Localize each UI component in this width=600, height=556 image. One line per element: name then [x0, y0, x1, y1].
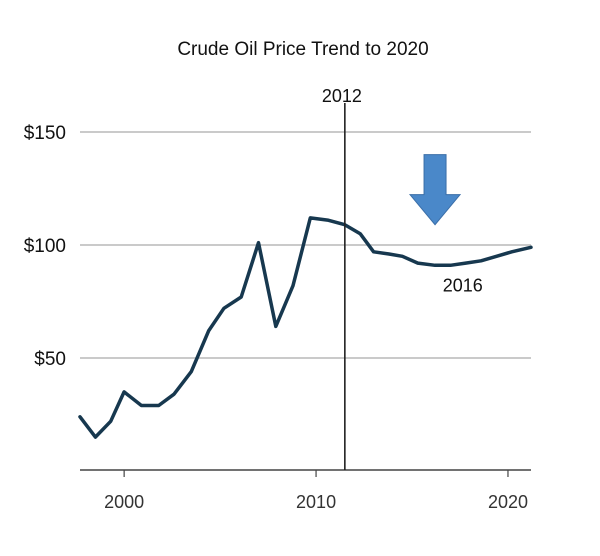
data-point: [373, 251, 375, 253]
x-tick-labels: 2000 2010 2020: [104, 492, 528, 512]
data-point: [79, 416, 81, 418]
data-point: [190, 370, 192, 373]
down-arrow-icon: [408, 154, 462, 226]
data-point: [495, 255, 498, 257]
data-point: [326, 219, 329, 221]
chart-title: Crude Oil Price Trend to 2020: [177, 39, 428, 60]
data-point: [465, 262, 467, 264]
data-point: [309, 217, 311, 219]
data-point: [257, 242, 260, 244]
gridlines: [80, 131, 531, 359]
x-tick-label-2010: 2010: [296, 492, 336, 512]
data-point: [110, 420, 112, 422]
annotations: 2016: [443, 276, 483, 296]
data-point: [511, 251, 513, 253]
data-point: [449, 264, 451, 266]
series-layer: [78, 216, 533, 439]
vline-label: 2012: [322, 86, 362, 106]
data-point: [434, 264, 436, 266]
data-point: [94, 436, 96, 438]
x-tick-label-2020: 2020: [488, 492, 528, 512]
y-tick-label-150: $150: [24, 123, 66, 144]
data-point: [417, 262, 419, 264]
arrow-annotation: [408, 154, 462, 226]
y-tick-labels: $50 $100 $150: [24, 123, 66, 370]
data-point: [173, 393, 175, 395]
data-point: [140, 404, 143, 407]
annotation-2016: 2016: [443, 276, 483, 296]
x-axis: [80, 469, 531, 477]
data-point: [480, 260, 482, 262]
data-point: [292, 285, 294, 287]
data-point: [388, 253, 390, 255]
data-point: [123, 391, 125, 393]
y-tick-label-100: $100: [24, 236, 66, 257]
data-point: [275, 325, 277, 327]
data-point: [401, 255, 404, 257]
data-point: [158, 404, 160, 407]
data-point: [530, 246, 532, 248]
vertical-marker: 2012: [322, 86, 362, 470]
data-point: [359, 233, 361, 235]
y-tick-label-50: $50: [34, 349, 66, 370]
series-line-0: [78, 216, 533, 439]
data-point: [240, 296, 242, 298]
data-point: [223, 307, 225, 309]
x-tick-label-2000: 2000: [104, 492, 144, 512]
data-point: [207, 330, 210, 332]
